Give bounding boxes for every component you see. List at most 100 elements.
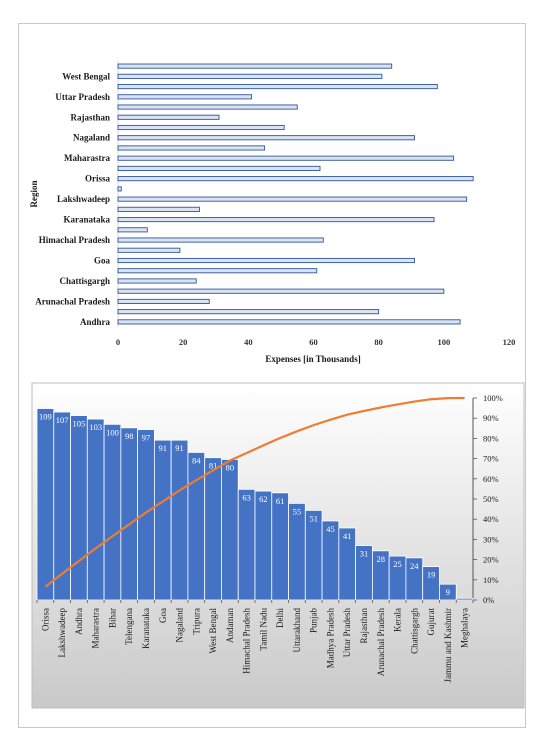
x-tick-label: Punjab [309, 608, 319, 634]
y2-tick-label: 40% [483, 514, 499, 524]
pareto-bar-2 [53, 411, 71, 601]
y-tick-label: Nagaland [73, 133, 110, 143]
y2-tick-label: 10% [483, 575, 499, 585]
bar-15 [117, 176, 474, 182]
bar-9 [117, 237, 324, 243]
pareto-bar-17 [304, 510, 323, 601]
x-tick-label: Delhi [275, 608, 285, 628]
x-tick-label: Nagaland [175, 608, 185, 643]
data-label: 105 [73, 419, 86, 429]
pareto-bar-12 [221, 459, 239, 601]
y-tick-label: Andhra [80, 317, 111, 327]
pareto-bar-15 [271, 492, 289, 601]
y2-tick-label: 100% [483, 393, 503, 403]
data-label: 109 [39, 412, 52, 422]
bar-5 [117, 278, 197, 284]
bar-6 [117, 268, 318, 274]
y-tick-label: Maharastra [64, 153, 110, 163]
x-tick-label: 60 [309, 337, 318, 347]
bar-21 [117, 114, 220, 120]
bar-3 [117, 298, 210, 304]
data-label: 19 [427, 570, 436, 580]
bar-16 [117, 165, 321, 171]
x-tick-label: Goa [158, 608, 168, 623]
y-tick-label: Goa [94, 256, 111, 266]
y-tick-label: Karanataka [63, 215, 110, 225]
pareto-bar-14 [254, 490, 273, 601]
pareto-bar-26 [455, 597, 474, 601]
x-tick-label: West Bengal [208, 608, 218, 654]
y2-tick-label: 70% [483, 454, 499, 464]
data-label: 97 [142, 433, 151, 443]
pareto-bar-9 [170, 439, 189, 601]
x-tick-label: Uttarakhand [292, 608, 302, 653]
x-tick-label: Rajasthan [359, 608, 369, 644]
data-label: 28 [377, 554, 386, 564]
x-tick-label: Lakshwadeep [57, 608, 67, 658]
data-label: 63 [242, 492, 251, 502]
y-tick-label: Lakshwadeep [57, 194, 110, 204]
x-tick-label: Chattisgargh [409, 608, 419, 654]
y-tick-label: Rajasthan [70, 112, 110, 122]
y2-tick-label: 80% [483, 433, 499, 443]
y-tick-label: Arunachal Pradesh [35, 296, 110, 306]
horizontal-bar-chart: Andhra Arunachal Pradesh Chattisgargh Goa Hi… [29, 61, 515, 364]
pareto-bar-1 [36, 408, 55, 601]
bar-4 [117, 288, 445, 294]
data-label: 81 [209, 461, 218, 471]
pareto-bar-13 [237, 488, 256, 601]
data-label: 9 [446, 587, 450, 597]
data-label: 107 [56, 415, 69, 425]
pareto-bar-25 [439, 583, 457, 601]
bar-24 [117, 84, 438, 90]
x-tick-label: Karanataka [141, 608, 151, 649]
bar-10 [117, 227, 148, 233]
pareto-bar-16 [288, 502, 306, 601]
pareto-bar-7 [137, 429, 155, 601]
y-tick-label: Orissa [85, 174, 111, 184]
bar-22 [117, 104, 298, 110]
data-label: 41 [343, 531, 352, 541]
data-label: 80 [226, 462, 235, 472]
x-tick-label: 40 [244, 337, 253, 347]
data-label: 61 [276, 496, 285, 506]
pareto-bar-11 [204, 457, 222, 601]
bar-17 [117, 155, 455, 161]
bar-1 [117, 319, 461, 325]
x-tick-label: Madhya Pradesh [325, 608, 335, 669]
x-tick-label: Bihar [107, 608, 117, 628]
data-label: 45 [326, 524, 335, 534]
x-tick-label: Telengana [124, 608, 134, 645]
data-label: 103 [89, 422, 102, 432]
bar-8 [117, 247, 181, 253]
data-label: 91 [175, 443, 184, 453]
x-tick-label: Arunachal Pradesh [376, 608, 386, 677]
x-tick-label: Himachal Pradesh [242, 608, 252, 674]
bar-23 [117, 94, 253, 100]
bar-25 [117, 73, 383, 79]
x-tick-label: Uttar Pradesh [342, 608, 352, 658]
x-tick-label: Andaman [225, 608, 235, 643]
pareto-bar-4 [86, 418, 105, 601]
x-tick-label: Jammu and Kashmir [443, 608, 453, 683]
bar-7 [117, 257, 415, 264]
x-tick-label: 0 [116, 337, 120, 347]
data-label: 62 [259, 494, 268, 504]
x-tick-label: Andhra [74, 608, 84, 635]
y-tick-label: West Bengal [62, 71, 110, 81]
bar-2 [117, 309, 380, 315]
data-label: 100 [106, 427, 119, 437]
x-tick-label: Tamil Nadu [258, 608, 268, 651]
y2-tick-label: 50% [483, 494, 499, 504]
y-tick-label: Himachal Pradesh [39, 235, 110, 245]
bar-12 [117, 206, 200, 212]
x-tick-label: Tripura [191, 608, 201, 635]
pareto-bar-5 [103, 423, 122, 601]
y2-tick-label: 30% [483, 534, 499, 544]
bar-14 [117, 186, 122, 192]
data-label: 91 [159, 443, 168, 453]
x-axis-title: Expenses [in Thousands] [265, 354, 360, 364]
data-label: 98 [125, 431, 134, 441]
data-label: 31 [360, 549, 369, 559]
y-tick-label: Uttar Pradesh [55, 92, 110, 102]
